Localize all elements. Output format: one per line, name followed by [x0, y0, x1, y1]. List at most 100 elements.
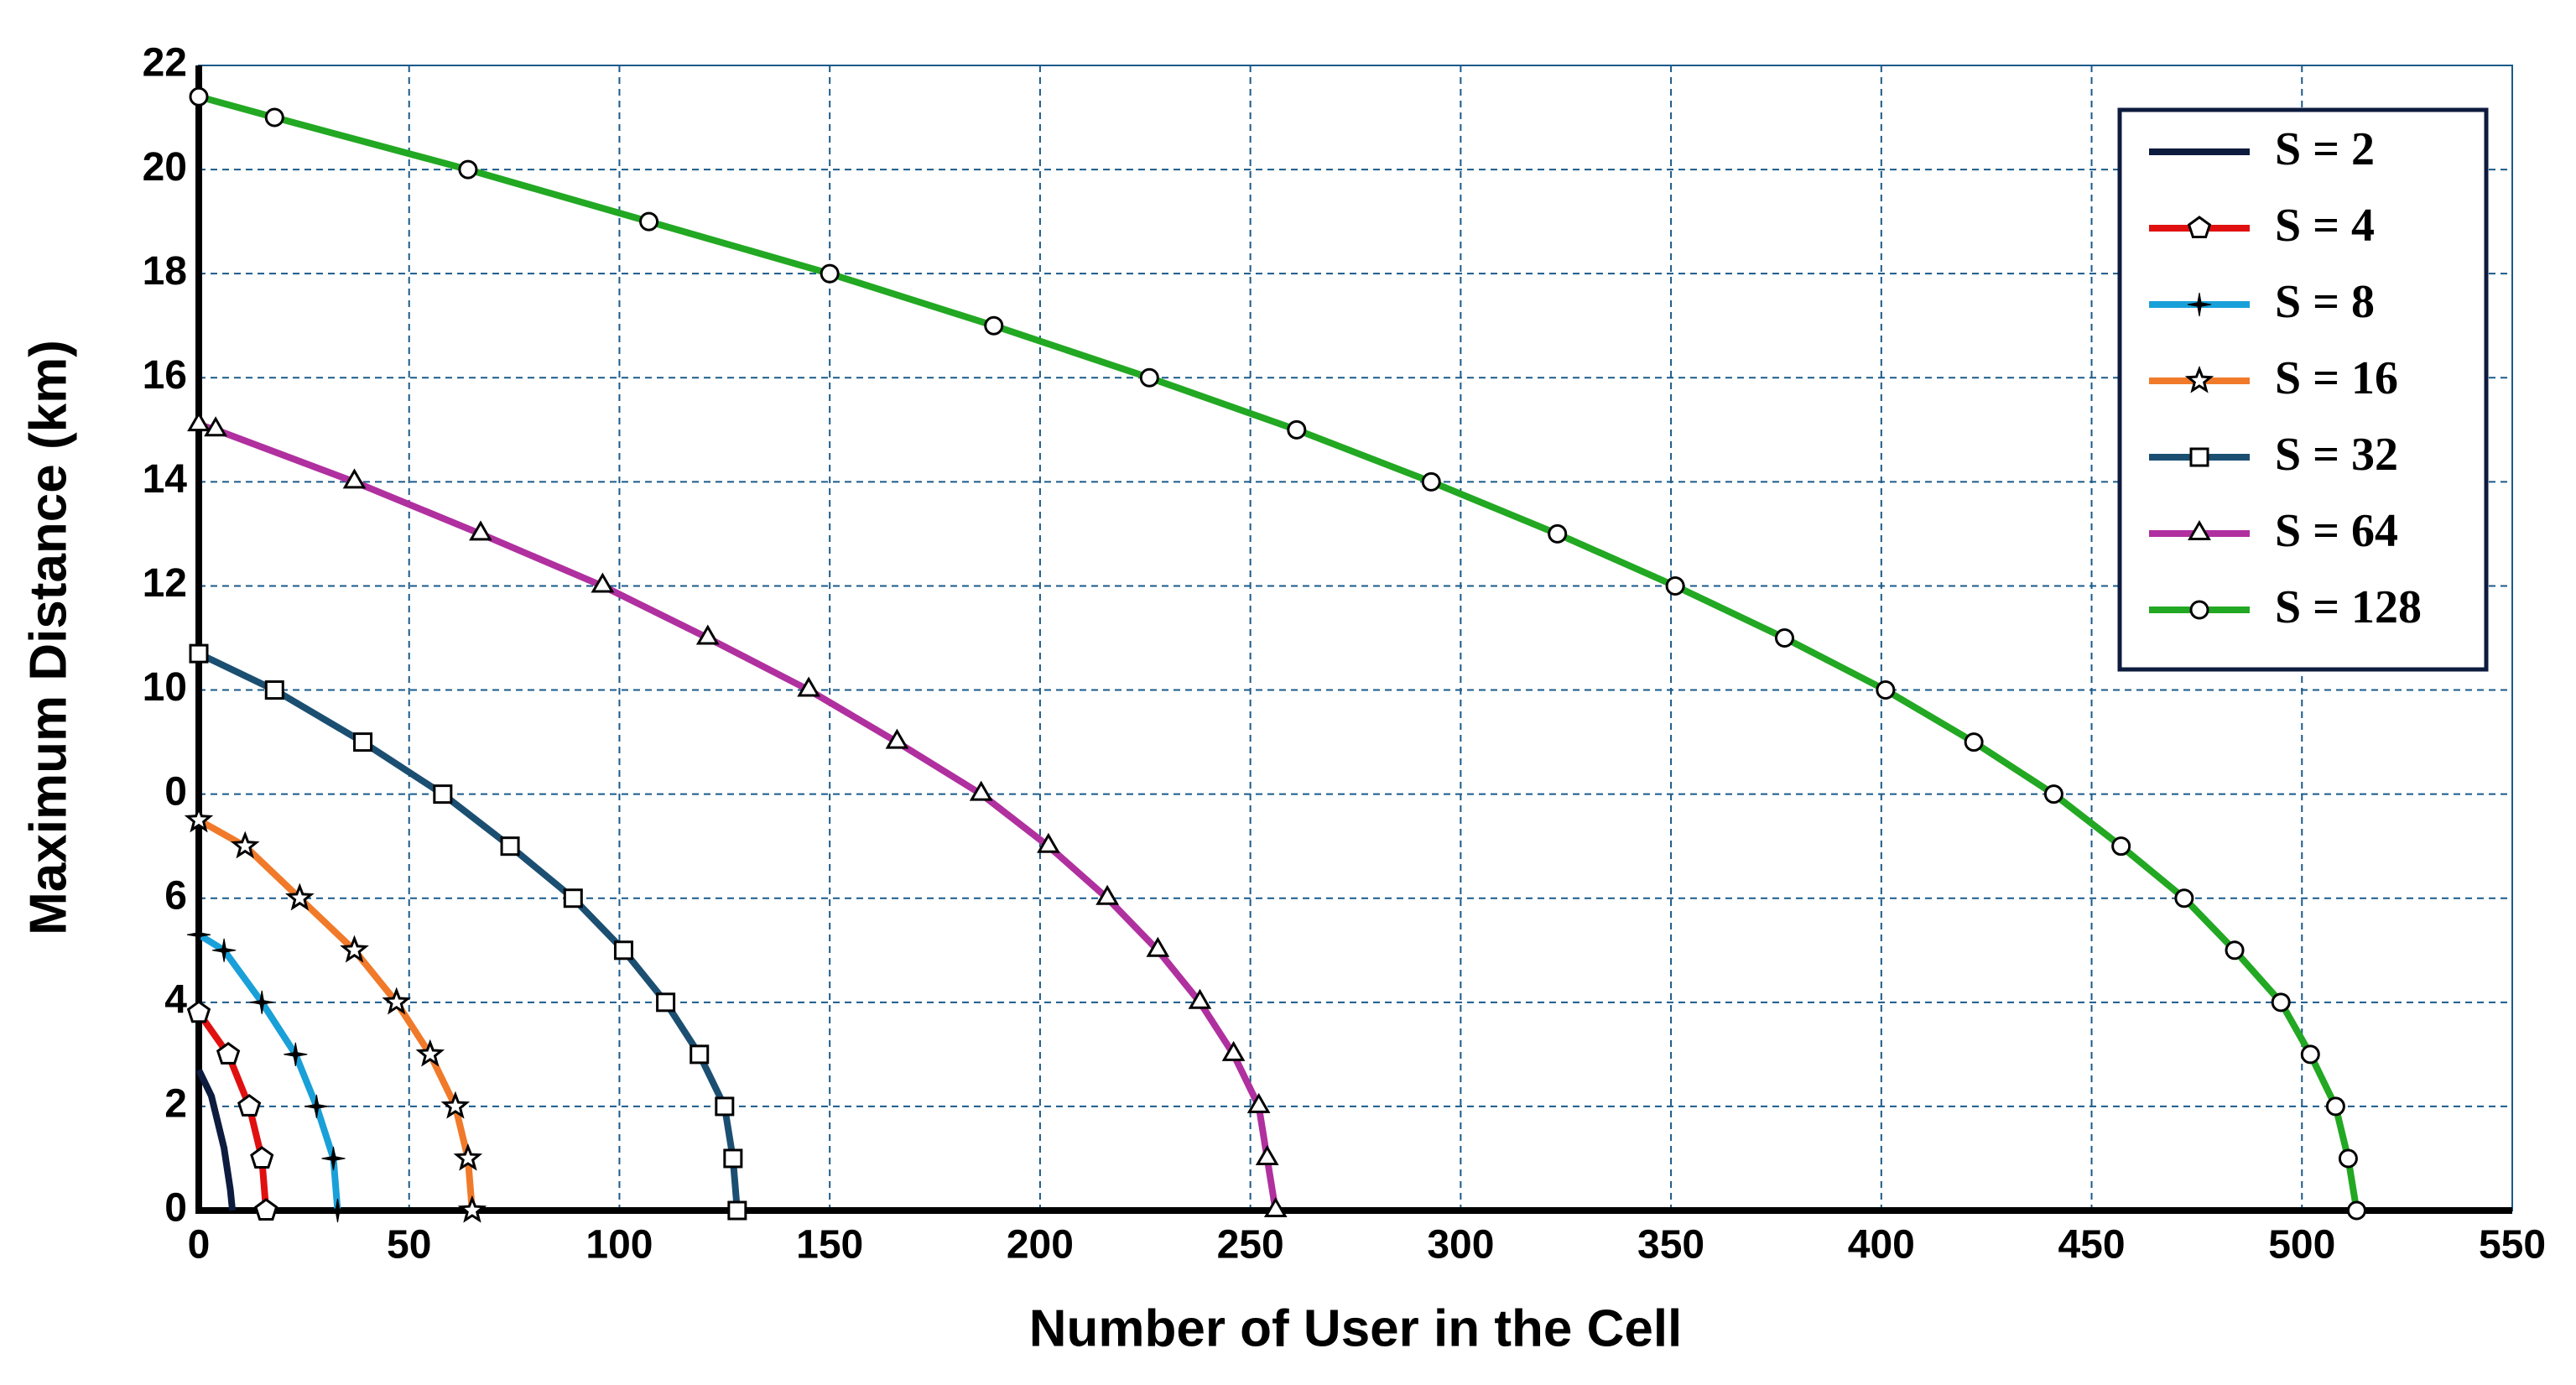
x-tick-label: 550	[2479, 1223, 2546, 1268]
data-point	[184, 804, 214, 833]
data-point	[440, 1091, 471, 1119]
data-point	[1964, 732, 1984, 752]
marker	[2184, 365, 2214, 393]
data-point	[187, 411, 211, 432]
data-point	[1876, 680, 1896, 700]
data-point	[591, 572, 615, 593]
y-tick-label: 12	[143, 561, 187, 606]
series-line	[196, 931, 341, 1211]
y-tick-label: 20	[143, 145, 187, 190]
data-point	[2271, 992, 2291, 1013]
data-point	[230, 830, 260, 859]
data-point	[458, 159, 478, 180]
data-point	[1139, 367, 1159, 388]
data-point	[264, 107, 284, 128]
data-point	[1665, 575, 1685, 596]
y-tick-label: 0	[164, 1186, 187, 1231]
data-point	[353, 732, 373, 752]
data-point	[690, 1044, 710, 1065]
data-point	[204, 416, 227, 437]
data-point	[1774, 628, 1794, 648]
data-point	[2338, 1148, 2358, 1169]
data-point	[2300, 1044, 2320, 1065]
data-point	[639, 211, 659, 232]
data-point	[563, 888, 583, 909]
data-point	[254, 1198, 278, 1221]
data-point	[382, 987, 411, 1015]
data-point	[2043, 784, 2063, 804]
x-tick-label: 400	[1848, 1223, 1915, 1268]
marker	[2187, 292, 2212, 317]
x-tick-label: 150	[796, 1223, 863, 1268]
data-point	[1146, 936, 1170, 957]
data-point	[342, 468, 367, 489]
data-point	[186, 923, 211, 947]
data-point	[1287, 419, 1307, 440]
data-point	[1548, 523, 1568, 544]
legend-label: S = 2	[2275, 123, 2375, 175]
series-line	[197, 93, 2360, 1211]
y-tick-label: 4	[164, 977, 187, 1022]
data-point	[969, 780, 993, 801]
data-point	[1221, 1040, 1246, 1061]
y-tick-label: 6	[164, 873, 187, 918]
data-point	[695, 624, 720, 645]
data-point	[1421, 471, 1441, 492]
y-tick-label: 0	[164, 769, 187, 814]
y-tick-label: 14	[143, 457, 188, 502]
series-line	[197, 421, 1279, 1211]
data-point	[415, 1039, 445, 1067]
data-point	[264, 680, 284, 700]
series-line	[197, 650, 741, 1211]
series-line	[197, 817, 476, 1211]
x-tick-label: 0	[188, 1223, 211, 1268]
data-point	[1263, 1196, 1288, 1217]
legend-label: S = 16	[2275, 352, 2398, 404]
data-point	[304, 1094, 329, 1118]
data-point	[1255, 1145, 1279, 1165]
x-axis-label: Number of User in the Cell	[1029, 1299, 1683, 1357]
x-tick-label: 350	[1637, 1223, 1704, 1268]
data-point	[723, 1148, 743, 1169]
data-point	[250, 1146, 274, 1169]
data-point	[325, 1198, 350, 1223]
legend-label: S = 4	[2275, 200, 2375, 252]
legend-label: S = 64	[2275, 505, 2398, 557]
x-tick-label: 100	[585, 1223, 653, 1268]
data-point	[797, 676, 821, 697]
data-point	[469, 520, 492, 541]
data-point	[212, 938, 237, 962]
data-point	[2174, 888, 2194, 909]
legend-label: S = 128	[2275, 581, 2422, 633]
data-point	[284, 1042, 308, 1066]
x-tick-label: 50	[387, 1223, 431, 1268]
marker	[2188, 520, 2211, 540]
legend-label: S = 8	[2275, 276, 2375, 328]
data-point	[340, 935, 369, 963]
data-point	[453, 1143, 483, 1171]
data-point	[1095, 884, 1120, 905]
x-tick-label: 200	[1007, 1223, 1074, 1268]
data-point	[250, 990, 274, 1014]
y-tick-label: 22	[143, 41, 187, 86]
x-tick-label: 250	[1217, 1223, 1284, 1268]
y-tick-label: 10	[143, 665, 187, 710]
data-point	[186, 1000, 211, 1023]
legend: S = 2 S = 4 S = 8 S = 16 S = 32 S = 64 S = 128	[2117, 107, 2489, 672]
data-point	[1188, 988, 1212, 1009]
x-tick-label: 450	[2058, 1223, 2125, 1268]
marker	[2189, 600, 2209, 620]
x-tick-label: 500	[2268, 1223, 2335, 1268]
data-point	[613, 940, 633, 961]
data-point	[715, 1096, 735, 1117]
data-point	[2111, 836, 2131, 857]
data-point	[885, 728, 909, 749]
data-point	[820, 263, 840, 284]
data-point	[321, 1146, 346, 1171]
series-line	[195, 1068, 237, 1211]
data-point	[433, 784, 453, 804]
data-point	[189, 643, 209, 664]
data-point	[1037, 832, 1060, 853]
data-point	[727, 1200, 747, 1221]
